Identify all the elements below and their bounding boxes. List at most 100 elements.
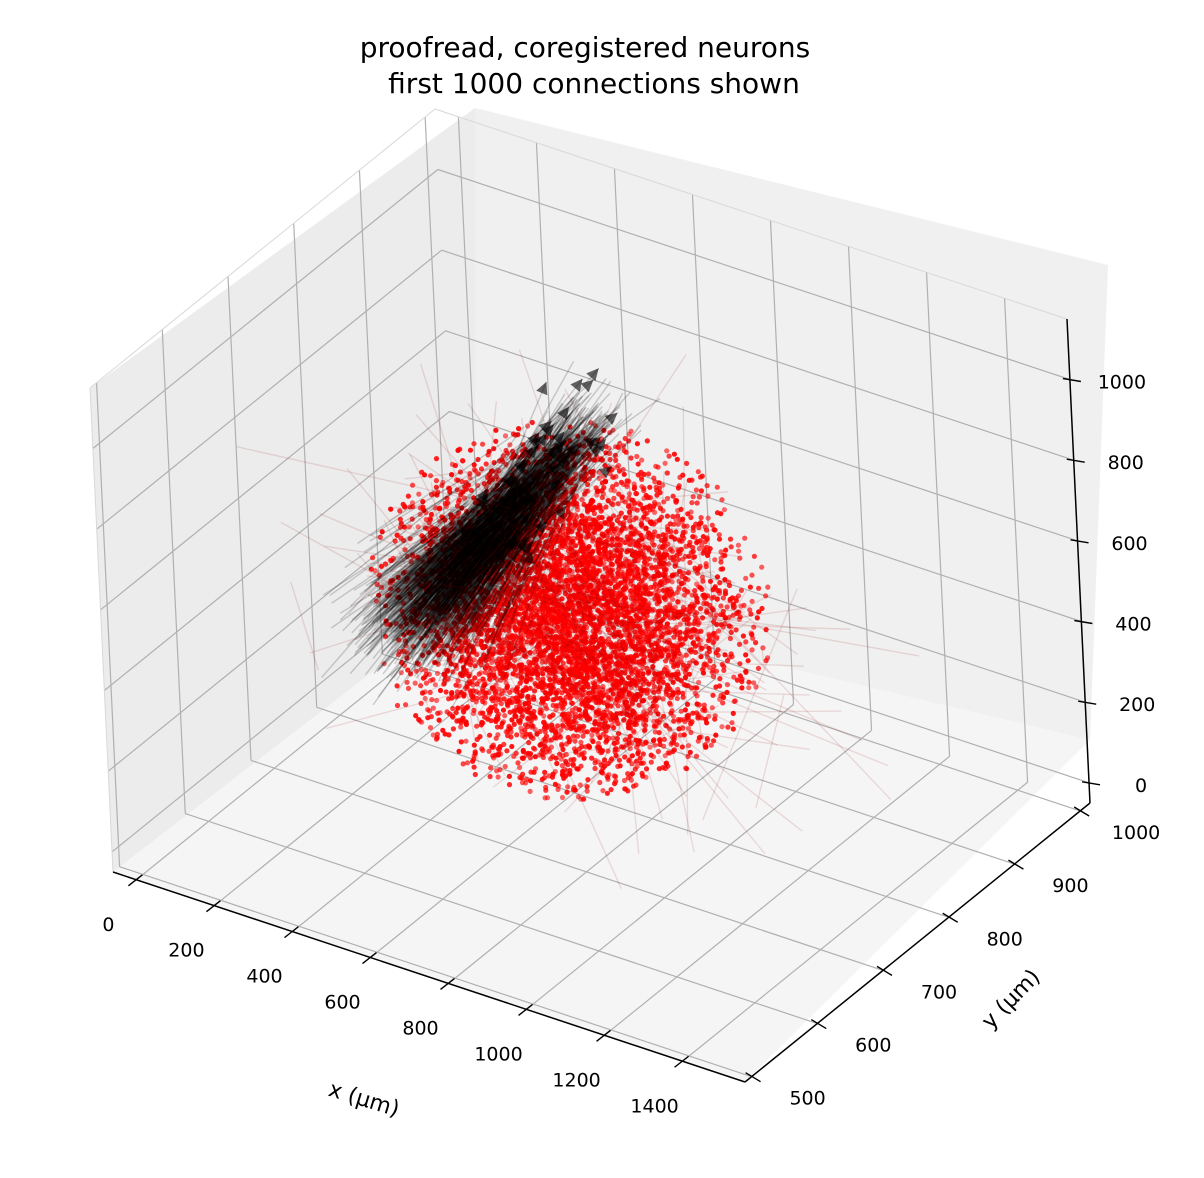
neuron-point xyxy=(694,500,700,506)
neuron-point xyxy=(527,788,533,795)
neuron-point xyxy=(554,760,560,767)
neuron-point xyxy=(626,431,632,437)
neuron-point xyxy=(573,720,579,726)
neuron-point xyxy=(548,487,555,494)
neuron-point xyxy=(525,423,531,429)
neuron-point xyxy=(423,668,429,674)
neuron-point xyxy=(765,584,771,590)
neuron-point xyxy=(442,731,448,737)
neuron-point xyxy=(749,572,755,578)
neuron-point xyxy=(583,744,589,750)
neuron-point xyxy=(727,536,734,542)
neuron-point xyxy=(699,542,705,548)
neuron-point xyxy=(467,447,474,453)
neuron-point xyxy=(616,757,623,763)
neuron-point xyxy=(718,603,724,609)
neuron-point xyxy=(509,743,515,750)
neuron-point xyxy=(651,475,657,481)
neuron-point xyxy=(472,771,478,778)
neuron-point xyxy=(420,559,426,565)
neuron-point xyxy=(496,692,502,699)
neuron-point xyxy=(736,548,742,554)
x-grid-back xyxy=(1003,298,1029,783)
neuron-point xyxy=(589,737,595,743)
x-axis-line xyxy=(112,871,746,1083)
neuron-point xyxy=(743,575,749,582)
x-grid-back xyxy=(847,246,873,731)
neuron-point xyxy=(698,488,705,494)
neuron-point xyxy=(637,755,643,761)
neuron-point xyxy=(750,635,756,641)
neuron-point xyxy=(666,453,672,459)
neuron-point xyxy=(542,769,548,776)
x-grid-floor xyxy=(682,781,1028,1062)
neuron-point xyxy=(436,717,442,723)
neuron-point xyxy=(665,750,671,756)
neuron-point xyxy=(712,557,718,563)
neuron-point xyxy=(433,478,439,484)
neuron-point xyxy=(373,598,379,604)
neuron-point xyxy=(664,513,671,519)
neuron-point xyxy=(747,607,753,613)
neuron-point xyxy=(689,477,695,483)
neuron-point xyxy=(405,493,411,499)
neuron-point xyxy=(628,455,634,461)
neuron-point xyxy=(644,665,650,672)
neuron-point xyxy=(523,780,529,786)
neuron-point xyxy=(638,760,644,766)
neuron-point xyxy=(495,774,501,780)
neuron-point xyxy=(517,764,523,771)
neuron-point xyxy=(704,552,711,559)
neuron-point xyxy=(585,777,591,783)
neuron-point xyxy=(435,710,441,716)
neuron-point xyxy=(400,501,406,507)
neuron-point xyxy=(488,718,494,724)
neuron-point xyxy=(506,782,513,788)
neuron-point xyxy=(542,795,548,801)
neuron-point xyxy=(647,484,653,490)
neuron-point xyxy=(572,738,578,744)
neuron-point xyxy=(725,724,731,730)
neuron-point xyxy=(743,652,749,658)
neuron-point xyxy=(449,577,456,584)
neuron-point xyxy=(592,757,598,763)
neuron-point xyxy=(696,679,702,685)
neuron-point xyxy=(616,462,622,469)
neuron-point xyxy=(664,672,671,678)
neuron-point xyxy=(470,758,476,764)
x-grid-floor xyxy=(448,704,794,984)
neuron-point xyxy=(584,729,591,735)
neuron-point xyxy=(604,738,610,744)
neuron-point xyxy=(443,689,449,695)
neuron-point xyxy=(430,705,436,711)
neuron-point xyxy=(664,470,670,476)
neuron-point xyxy=(640,751,646,757)
neuron-point xyxy=(502,433,509,439)
pane-edge xyxy=(89,387,114,873)
neuron-point xyxy=(687,749,693,755)
y-grid-left xyxy=(293,223,318,708)
neuron-point xyxy=(463,738,469,744)
neuron-point xyxy=(517,774,523,781)
neuron-point xyxy=(610,531,616,537)
neuron-point xyxy=(448,557,454,564)
neuron-point xyxy=(471,764,477,770)
neuron-point xyxy=(393,620,399,627)
neuron-point xyxy=(564,789,570,795)
neuron-point xyxy=(651,499,658,505)
neuron-point xyxy=(546,748,553,754)
x-grid-floor xyxy=(526,729,872,1010)
y-grid-floor xyxy=(316,706,949,918)
neuron-point xyxy=(621,777,628,784)
neuron-point xyxy=(743,639,749,645)
y-grid-left xyxy=(227,276,252,761)
neuron-point xyxy=(494,724,500,730)
neuron-point xyxy=(745,658,751,664)
neuron-point xyxy=(698,515,704,521)
neuron-point xyxy=(722,588,729,594)
neuron-point xyxy=(633,782,639,788)
z-grid-left xyxy=(96,249,443,530)
neuron-point xyxy=(405,685,412,692)
neuron-point xyxy=(675,485,682,491)
neuron-point xyxy=(452,526,458,532)
